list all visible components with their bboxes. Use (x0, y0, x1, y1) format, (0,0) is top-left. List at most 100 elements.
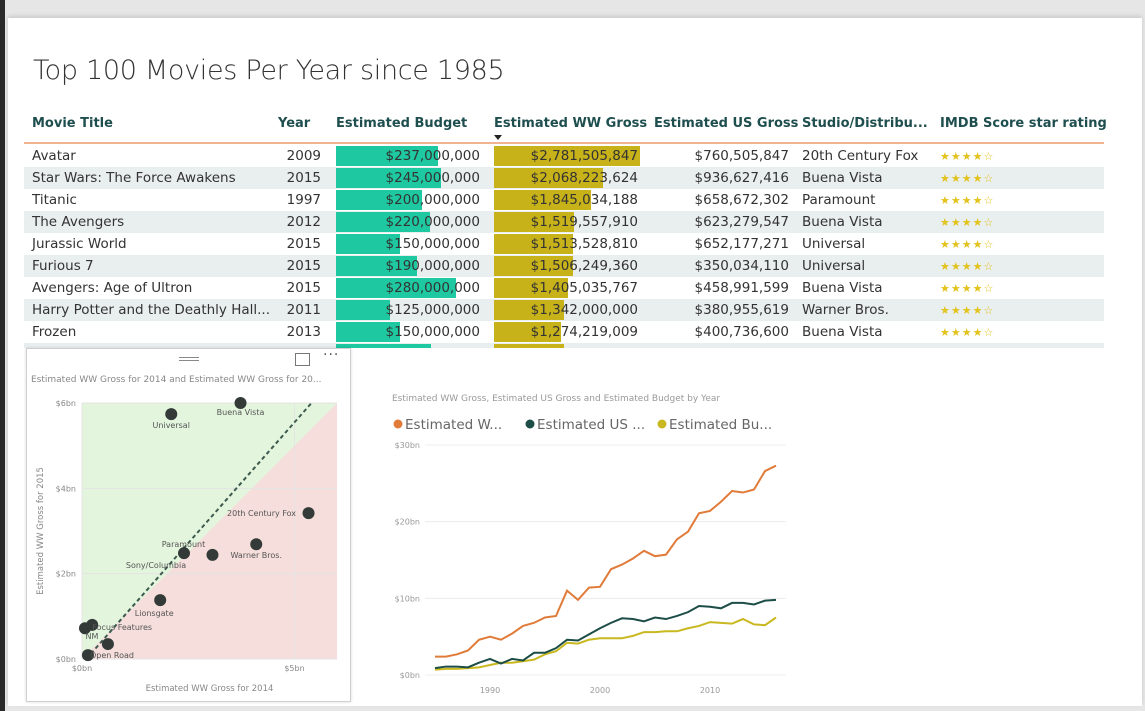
series-line[interactable] (435, 464, 777, 658)
scatter-point[interactable] (250, 538, 263, 551)
y-tick-label: $20bn (395, 518, 420, 527)
point-label: Universal (153, 421, 190, 430)
star-rating: ★★★★☆ (940, 238, 995, 251)
table-row[interactable]: Furious 7 2015 $190,000,000 $1,506,249,3… (24, 255, 1104, 277)
table-row[interactable] (24, 343, 1104, 348)
y-tick-label: $10bn (395, 594, 420, 603)
studio: Buena Vista (802, 324, 883, 340)
budget-bar (336, 146, 438, 166)
budget: $220,000,000 (385, 214, 480, 230)
budget-bar (336, 278, 456, 298)
scatter-point[interactable] (78, 622, 91, 635)
movie-title: The Avengers (32, 214, 125, 230)
table-row[interactable]: The Avengers 2012 $220,000,000 $1,519,55… (24, 211, 1104, 233)
point-label: Open Road (90, 651, 134, 660)
x-tick-label: 2000 (590, 686, 610, 695)
table-row[interactable]: Frozen 2013 $150,000,000 $1,274,219,009 … (24, 321, 1104, 343)
drag-handle-icon[interactable] (179, 357, 199, 361)
ww-gross: $1,845,034,188 (530, 192, 638, 208)
column-header-ww-gross[interactable]: Estimated WW Gross (494, 116, 648, 131)
legend-marker[interactable] (393, 419, 403, 429)
us-gross: $652,177,271 (694, 236, 789, 252)
point-label: 20th Century Fox (227, 509, 296, 518)
legend-label[interactable]: Estimated W... (405, 417, 502, 433)
focus-mode-icon[interactable] (295, 353, 310, 366)
column-header-title[interactable]: Movie Title (32, 116, 113, 131)
budget-bar (336, 234, 401, 254)
studio: Warner Bros. (802, 302, 889, 318)
header-divider (24, 142, 1104, 144)
ww-gross-bar (494, 234, 574, 254)
series-line[interactable] (434, 598, 777, 670)
budget: $200,000,000 (385, 192, 480, 208)
year: 2011 (286, 302, 321, 318)
movies-table[interactable]: Movie Title Year Estimated Budget Estima… (24, 110, 1106, 348)
us-gross: $936,627,416 (694, 170, 789, 186)
budget: $150,000,000 (385, 236, 480, 252)
budget: $125,000,000 (385, 302, 480, 318)
studio: 20th Century Fox (802, 148, 919, 164)
ww-gross-bar (494, 190, 591, 210)
point-label: Paramount (162, 540, 206, 549)
budget-bar (336, 256, 418, 276)
line-chart-title: Estimated WW Gross, Estimated US Gross a… (392, 394, 720, 404)
movie-title: Avengers: Age of Ultron (32, 280, 193, 296)
star-rating: ★★★★☆ (940, 282, 995, 295)
column-header-budget[interactable]: Estimated Budget (336, 116, 468, 131)
scatter-point[interactable] (81, 649, 94, 662)
budget: $190,000,000 (385, 258, 480, 274)
table-row[interactable]: Avatar 2009 $237,000,000 $2,781,505,847 … (24, 145, 1104, 167)
scatter-point[interactable] (206, 548, 219, 561)
star-rating: ★★★★☆ (940, 150, 995, 163)
table-row[interactable]: Harry Potter and the Deathly Hall... 201… (24, 299, 1104, 321)
legend-marker[interactable] (657, 419, 667, 429)
column-header-year[interactable]: Year (278, 116, 311, 131)
column-header-studio[interactable]: Studio/Distribu... (802, 116, 928, 131)
more-options-icon[interactable]: ··· (323, 347, 340, 363)
movie-title: Jurassic World (32, 236, 127, 252)
scatter-point[interactable] (178, 547, 190, 560)
sort-descending-icon[interactable] (494, 135, 502, 140)
movie-title: Avatar (32, 148, 76, 164)
series-line[interactable] (434, 616, 777, 671)
y-tick-label: $6bn (56, 399, 76, 408)
legend-label[interactable]: Estimated Bu... (669, 417, 772, 433)
scatter-point[interactable] (154, 594, 167, 607)
ww-gross: $2,068,223,624 (530, 170, 638, 186)
ww-gross: $1,405,035,767 (530, 280, 638, 296)
us-gross: $350,034,110 (694, 258, 789, 274)
scatter-point[interactable] (302, 507, 315, 520)
ww-gross: $1,274,219,009 (530, 324, 638, 340)
scatter-point[interactable] (165, 408, 178, 421)
scatter-point[interactable] (234, 397, 247, 409)
us-gross: $458,991,599 (694, 280, 789, 296)
scatter-point[interactable] (101, 638, 114, 651)
column-header-us-gross[interactable]: Estimated US Gross (654, 116, 799, 131)
y-tick-label: $0bn (400, 671, 420, 680)
scatter-visual[interactable]: ··· Estimated WW Gross for 2014 and Esti… (26, 347, 351, 702)
point-label: Focus Features (92, 623, 152, 632)
y-tick-label: $0bn (56, 655, 76, 664)
table-row[interactable]: Star Wars: The Force Awakens 2015 $245,0… (24, 167, 1104, 189)
table-row[interactable]: Jurassic World 2015 $150,000,000 $1,513,… (24, 233, 1104, 255)
studio: Paramount (802, 192, 876, 208)
table-row[interactable]: Avengers: Age of Ultron 2015 $280,000,00… (24, 277, 1104, 299)
ww-gross-bar (494, 256, 574, 276)
legend-marker[interactable] (525, 419, 535, 429)
legend-label[interactable]: Estimated US ... (537, 417, 645, 433)
ww-gross-bar (494, 300, 565, 320)
scatter-plot[interactable]: $0bn $2bn $4bn $6bn $0bn $5bn Buena Vista Unive… (27, 371, 350, 701)
x-tick-label: 1990 (480, 686, 500, 695)
ww-gross: $1,506,249,360 (530, 258, 638, 274)
studio: Buena Vista (802, 170, 883, 186)
star-rating: ★★★★☆ (940, 216, 995, 229)
point-label: Sony/Columbia (126, 561, 186, 570)
report-title: Top 100 Movies Per Year since 1985 (33, 55, 505, 86)
budget: $280,000,000 (385, 280, 480, 296)
column-header-imdb[interactable]: IMDB Score star rating (940, 116, 1106, 131)
line-chart[interactable]: Estimated WW Gross, Estimated US Gross a… (380, 385, 800, 705)
trend-line (85, 402, 313, 660)
ww-gross: $1,519,557,910 (530, 214, 638, 230)
year: 1997 (286, 192, 321, 208)
table-row[interactable]: Titanic 1997 $200,000,000 $1,845,034,188… (24, 189, 1104, 211)
